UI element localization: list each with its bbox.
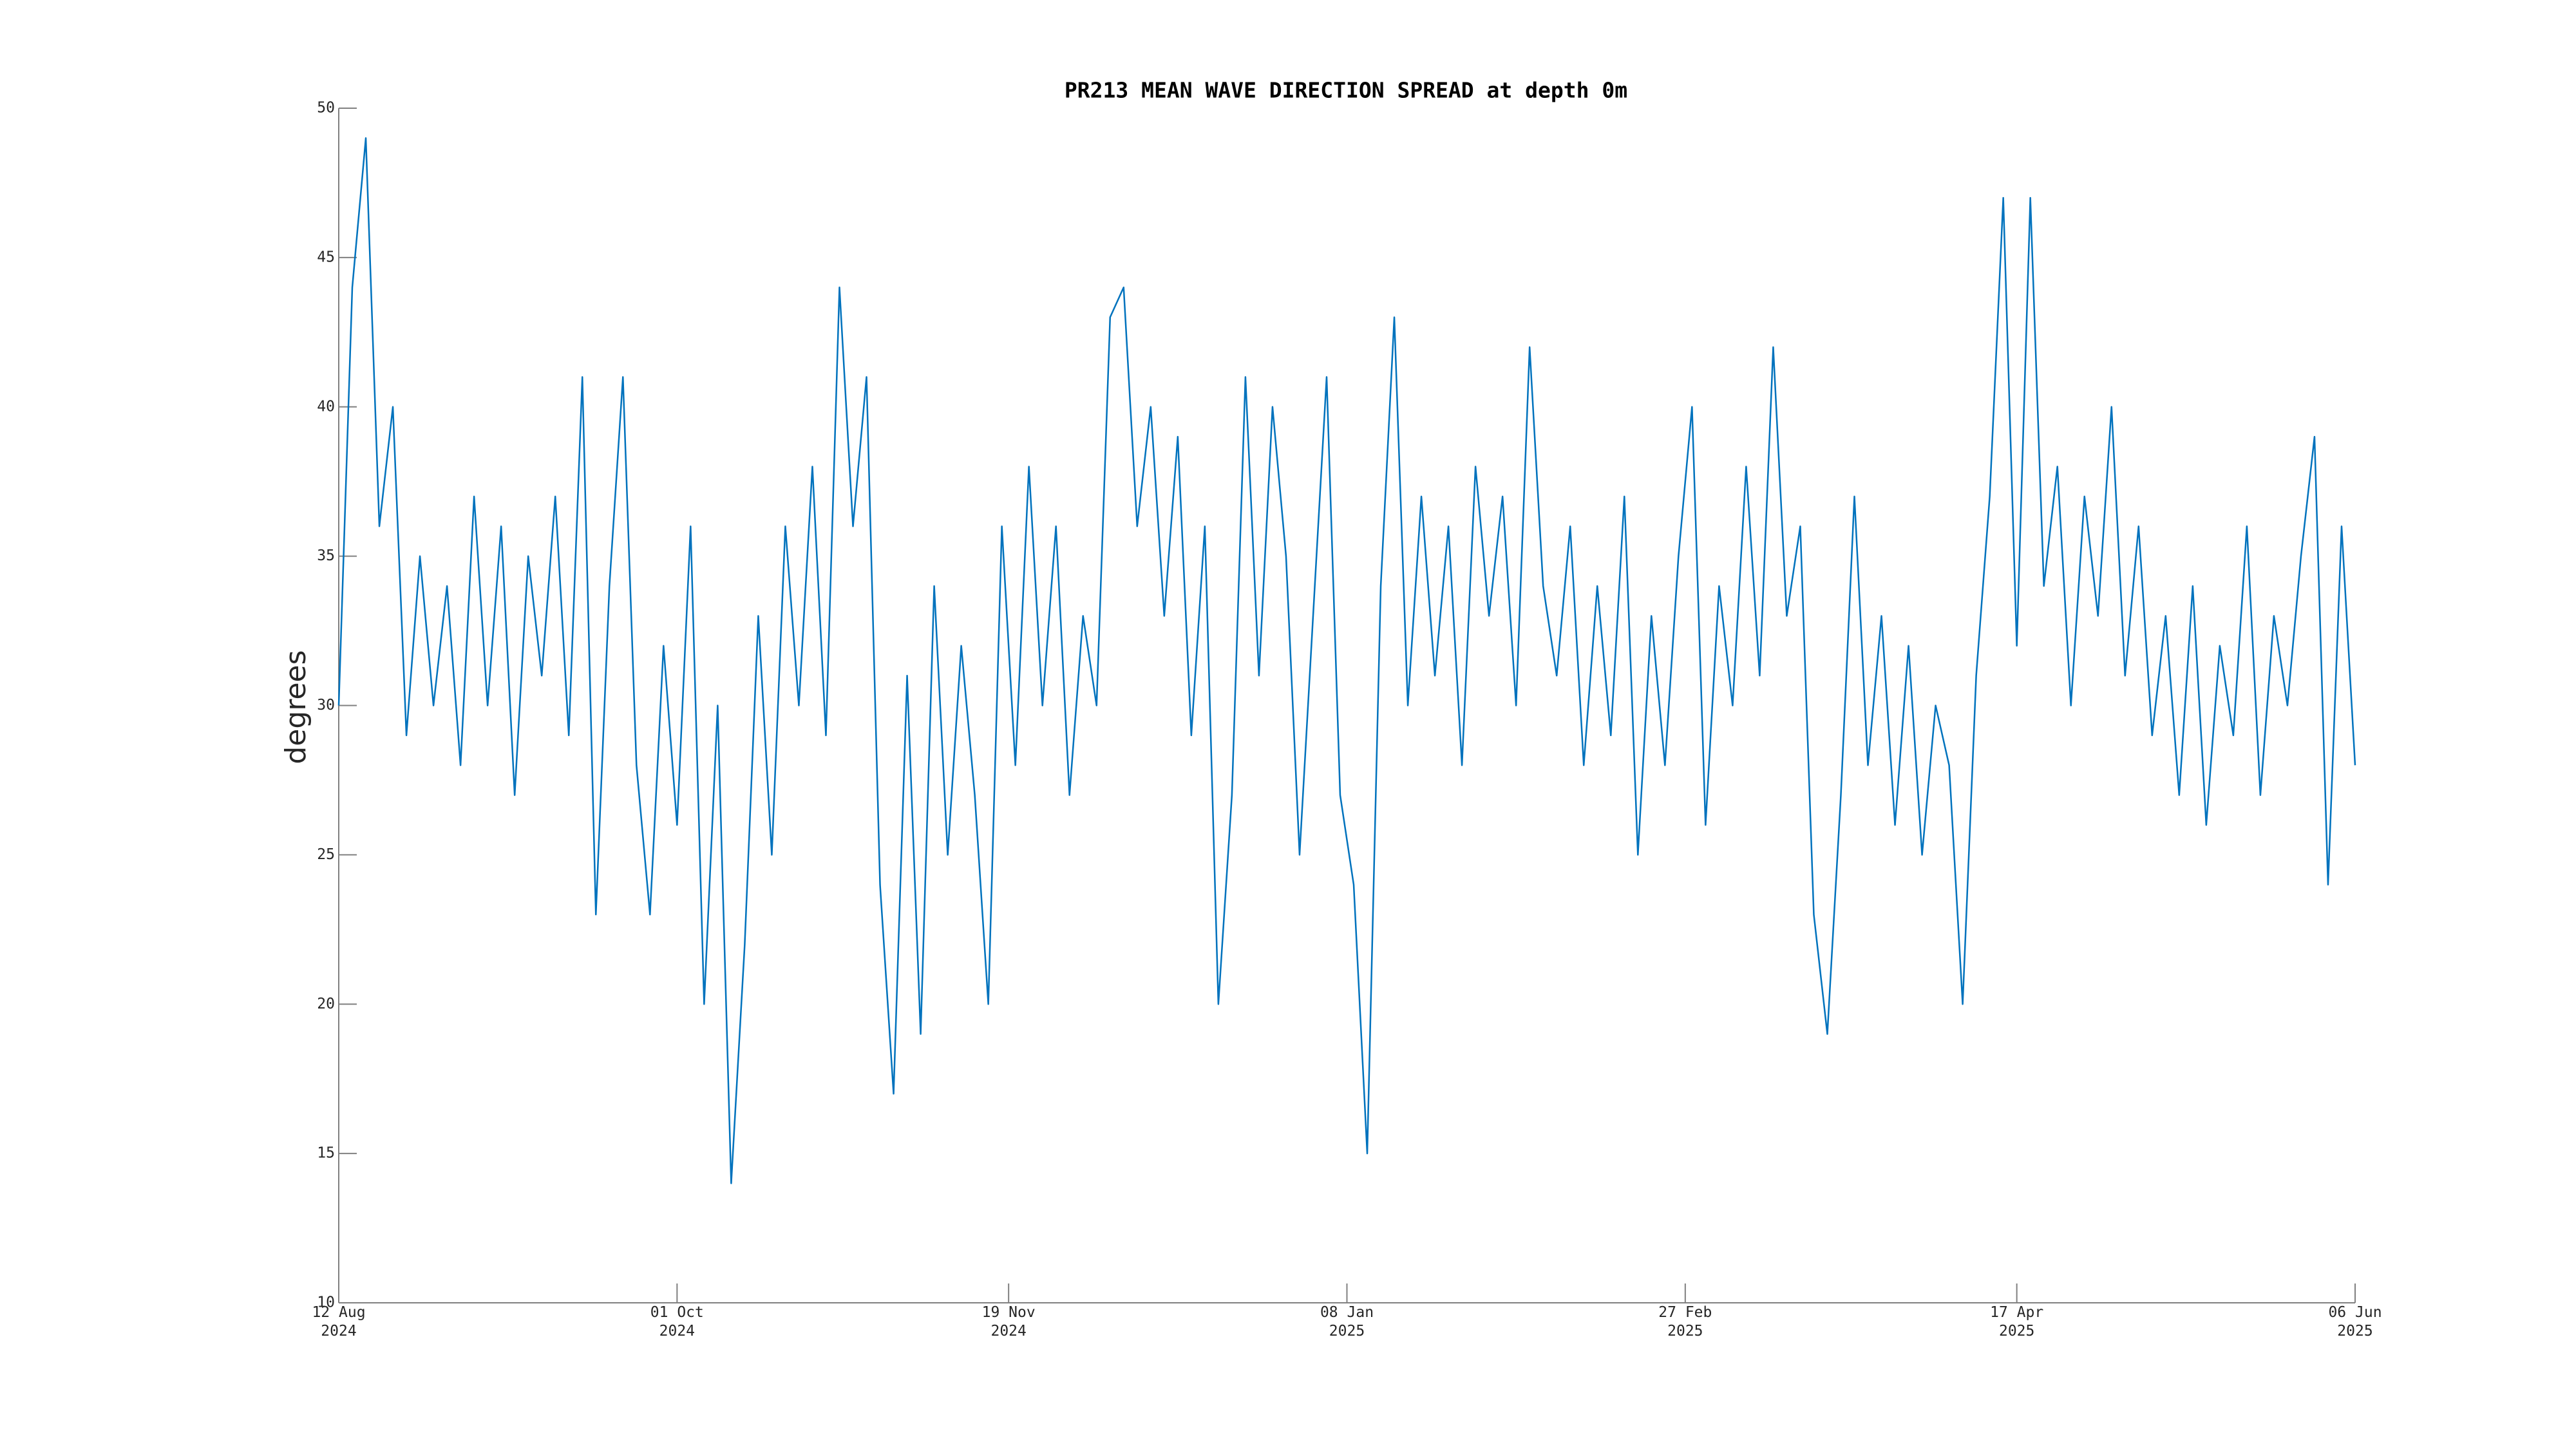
data-line bbox=[337, 137, 2356, 1184]
y-tick-label: 35 bbox=[317, 547, 335, 564]
x-tick-label-line: 2024 bbox=[990, 1323, 1026, 1340]
x-tick-label-line: 2025 bbox=[1999, 1323, 2034, 1340]
chart-title: PR213 MEAN WAVE DIRECTION SPREAD at dept… bbox=[1065, 78, 1627, 103]
x-tick-label-line: 12 Aug bbox=[312, 1304, 365, 1321]
x-tick-label-line: 2025 bbox=[1329, 1323, 1365, 1340]
x-tick-label-line: 2025 bbox=[2337, 1323, 2372, 1340]
x-tick-label-line: 27 Feb bbox=[1658, 1304, 1712, 1321]
y-axis-label: degrees bbox=[279, 650, 312, 764]
x-tick-label: 01 Oct 2024 bbox=[650, 1304, 704, 1340]
x-tick-label-line: 2025 bbox=[1667, 1323, 1703, 1340]
x-tick-label-line: 19 Nov bbox=[982, 1304, 1036, 1321]
y-tick-label: 50 bbox=[317, 100, 335, 117]
x-tick-label-line: 2024 bbox=[321, 1323, 356, 1340]
x-tick-label-line: 17 Apr bbox=[1990, 1304, 2043, 1321]
y-tick-label: 15 bbox=[317, 1145, 335, 1162]
x-tick-label-line: 2024 bbox=[659, 1323, 695, 1340]
x-tick-label: 27 Feb 2025 bbox=[1658, 1304, 1712, 1340]
x-tick-label: 17 Apr 2025 bbox=[1990, 1304, 2043, 1340]
x-tick-label: 08 Jan 2025 bbox=[1320, 1304, 1374, 1340]
y-tick-label: 25 bbox=[317, 846, 335, 863]
x-tick-label: 06 Jun 2025 bbox=[2328, 1304, 2382, 1340]
y-tick-label: 20 bbox=[317, 996, 335, 1012]
y-tick-label: 40 bbox=[317, 398, 335, 415]
x-tick-label: 19 Nov 2024 bbox=[982, 1304, 1036, 1340]
x-tick-label: 12 Aug 2024 bbox=[312, 1304, 365, 1340]
y-tick-label: 10 bbox=[317, 1294, 335, 1311]
x-tick-label-line: 01 Oct bbox=[650, 1304, 704, 1321]
y-tick-label: 30 bbox=[317, 697, 335, 714]
x-tick-label-line: 06 Jun bbox=[2328, 1304, 2382, 1321]
y-tick-label: 45 bbox=[317, 249, 335, 265]
x-tick-label-line: 08 Jan bbox=[1320, 1304, 1374, 1321]
